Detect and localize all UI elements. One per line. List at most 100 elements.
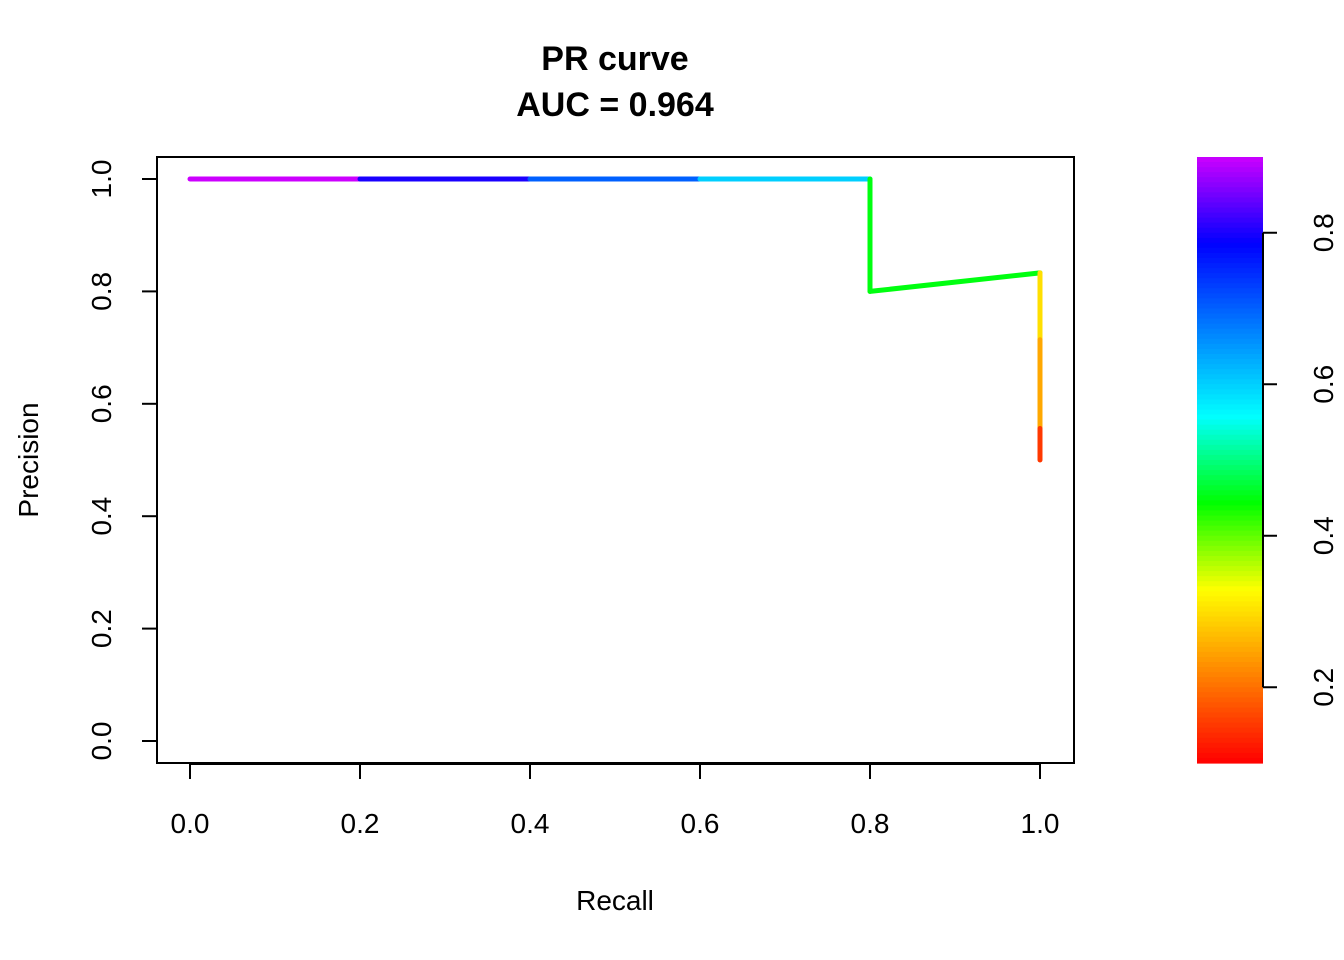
colorbar-band xyxy=(1197,697,1263,703)
colorbar-band xyxy=(1197,636,1263,643)
colorbar-band xyxy=(1197,646,1263,653)
colorbar-band xyxy=(1197,737,1263,744)
colorbar-band xyxy=(1197,278,1263,284)
chart-title: PR curve xyxy=(541,40,688,78)
colorbar-band xyxy=(1197,515,1263,522)
colorbar-band xyxy=(1197,162,1263,168)
colorbar-tick-label: 0.8 xyxy=(1308,213,1339,252)
colorbar-band xyxy=(1197,535,1263,542)
colorbar-band xyxy=(1197,268,1263,274)
colorbar-band xyxy=(1197,732,1263,739)
colorbar-band xyxy=(1197,586,1263,592)
colorbar-band xyxy=(1197,323,1263,330)
colorbar-band xyxy=(1197,197,1263,204)
colorbar-band xyxy=(1197,581,1263,587)
colorbar-band xyxy=(1197,247,1263,254)
colorbar-band xyxy=(1197,520,1263,527)
colorbar-band xyxy=(1197,389,1263,395)
colorbar-band xyxy=(1197,172,1263,178)
x-tick-label: 0.6 xyxy=(681,808,720,839)
x-tick-label: 0.8 xyxy=(851,808,890,839)
colorbar-band xyxy=(1197,283,1263,289)
colorbar-band xyxy=(1197,510,1263,517)
colorbar-band xyxy=(1197,192,1263,198)
colorbar-band xyxy=(1197,384,1263,390)
colorbar-band xyxy=(1197,667,1263,673)
colorbar-band xyxy=(1197,222,1263,229)
colorbar-band xyxy=(1197,424,1263,431)
pr-curve-series xyxy=(187,176,1043,463)
x-axis: 0.0 0.2 0.4 0.6 0.8 1.0 xyxy=(171,763,1059,839)
x-tick-label: 0.0 xyxy=(171,808,210,839)
colorbar-band xyxy=(1197,525,1263,532)
colorbar-band xyxy=(1197,308,1263,315)
colorbar-band xyxy=(1197,465,1263,471)
colorbar-band xyxy=(1197,242,1263,249)
colorbar-band xyxy=(1197,404,1263,411)
y-tick-label: 1.0 xyxy=(86,160,117,199)
colorbar-band xyxy=(1197,328,1263,335)
colorbar-band xyxy=(1197,369,1263,375)
colorbar-band xyxy=(1197,707,1263,714)
colorbar-band xyxy=(1197,333,1263,340)
colorbar-band xyxy=(1197,485,1263,491)
y-axis: 0.0 0.2 0.4 0.6 0.8 1.0 xyxy=(86,160,158,760)
colorbar-band xyxy=(1197,576,1263,582)
colorbar-band xyxy=(1197,212,1263,219)
colorbar-band xyxy=(1197,545,1263,552)
colorbar-band xyxy=(1197,364,1263,370)
colorbar-band xyxy=(1197,449,1263,456)
colorbar-band xyxy=(1197,414,1263,421)
colorbar-band xyxy=(1197,641,1263,648)
colorbar-band xyxy=(1197,343,1263,350)
colorbar-band xyxy=(1197,606,1263,613)
colorbar-band xyxy=(1197,682,1263,688)
colorbar-band xyxy=(1197,227,1263,234)
colorbar-band xyxy=(1197,752,1263,759)
colorbar-band xyxy=(1197,409,1263,416)
colorbar-band xyxy=(1197,717,1263,724)
colorbar-band xyxy=(1197,303,1263,310)
colorbar-band xyxy=(1197,202,1263,209)
y-axis-label: Precision xyxy=(13,402,44,517)
colorbar-band xyxy=(1197,500,1263,507)
colorbar-band xyxy=(1197,611,1263,618)
colorbar-band xyxy=(1197,530,1263,537)
colorbar-band xyxy=(1197,157,1263,163)
colorbar-band xyxy=(1197,232,1263,239)
colorbar-band xyxy=(1197,550,1263,557)
x-tick-label: 0.2 xyxy=(341,808,380,839)
colorbar-band xyxy=(1197,419,1263,426)
colorbar-band xyxy=(1197,540,1263,547)
x-axis-label: Recall xyxy=(576,885,654,916)
colorbar-band xyxy=(1197,722,1263,729)
colorbar-band xyxy=(1197,555,1263,562)
colorbar-band xyxy=(1197,379,1263,385)
colorbar-band xyxy=(1197,591,1263,597)
colorbar-band xyxy=(1197,167,1263,173)
colorbar-band xyxy=(1197,434,1263,441)
colorbar-band xyxy=(1197,429,1263,436)
colorbar-band xyxy=(1197,258,1263,264)
colorbar-band xyxy=(1197,374,1263,380)
colorbar-band xyxy=(1197,338,1263,345)
colorbar-band xyxy=(1197,187,1263,193)
colorbar-band xyxy=(1197,293,1263,299)
plot-area-frame xyxy=(156,156,1075,764)
colorbar-band xyxy=(1197,394,1263,400)
colorbar-band xyxy=(1197,687,1263,693)
colorbar-band xyxy=(1197,702,1263,709)
colorbar-band xyxy=(1197,596,1263,602)
colorbar-band xyxy=(1197,298,1263,305)
colorbar-band xyxy=(1197,662,1263,668)
colorbar-band xyxy=(1197,182,1263,188)
colorbar-band xyxy=(1197,348,1263,355)
colorbar-band xyxy=(1197,475,1263,481)
colorbar-band xyxy=(1197,252,1263,259)
colorbar-tick-label: 0.6 xyxy=(1308,365,1339,404)
colorbar-band xyxy=(1197,561,1263,567)
colorbar-band xyxy=(1197,353,1263,360)
colorbar: 0.2 0.4 0.6 0.8 xyxy=(1197,157,1339,764)
colorbar-band xyxy=(1197,177,1263,183)
